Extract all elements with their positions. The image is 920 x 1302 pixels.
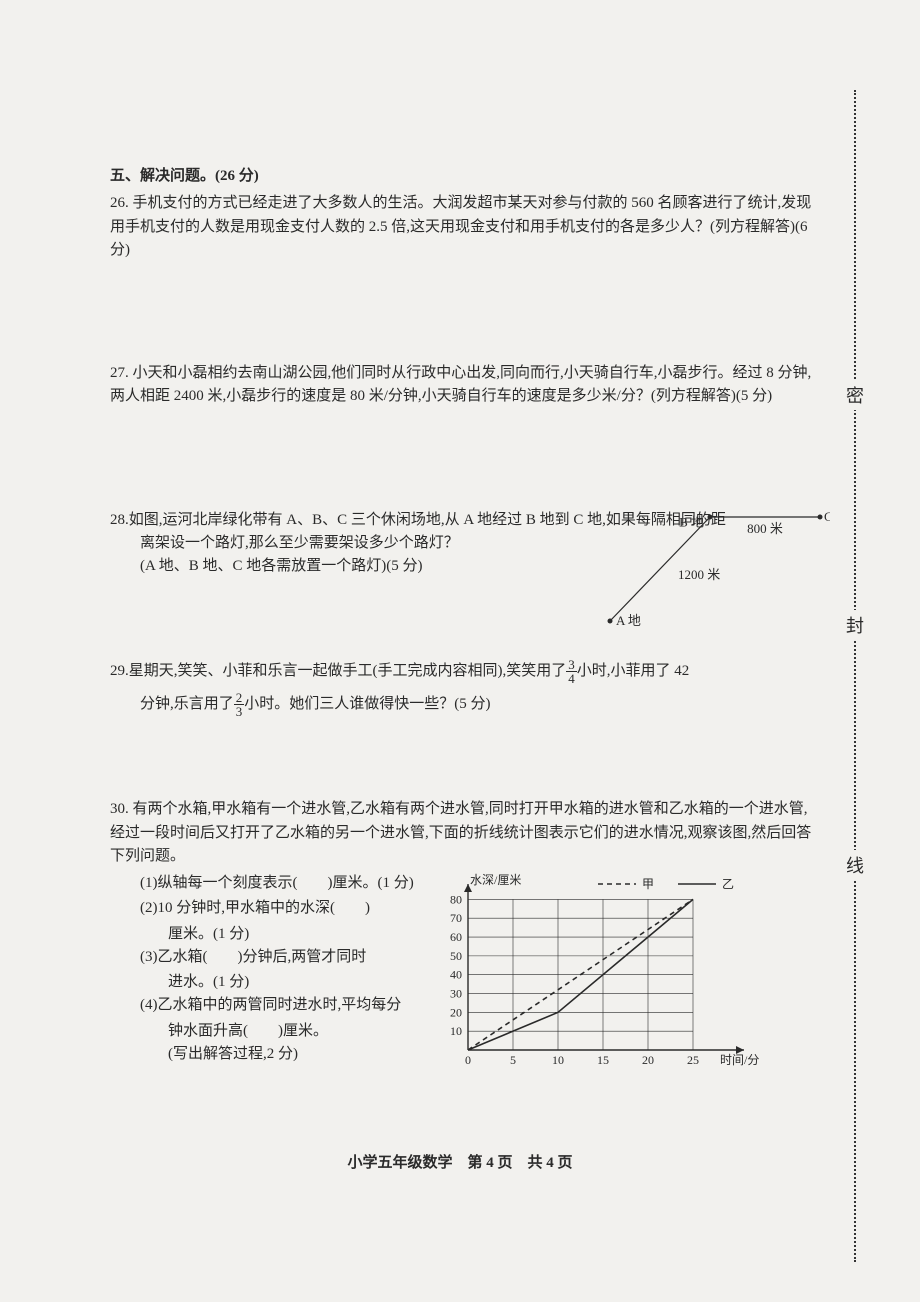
- page-footer: 小学五年级数学 第 4 页 共 4 页: [0, 1151, 920, 1172]
- problem-number: 26.: [110, 195, 129, 211]
- svg-text:0: 0: [465, 1053, 471, 1067]
- denominator: 4: [566, 672, 577, 685]
- denominator: 3: [234, 705, 245, 718]
- problem-number: 27.: [110, 365, 129, 381]
- rail-char: 封: [840, 610, 870, 640]
- problem-27: 27. 小天和小磊相约去南山湖公园,他们同时从行政中心出发,同向而行,小天骑自行…: [110, 362, 820, 409]
- numerator: 2: [234, 691, 245, 705]
- problem-30: 30. 有两个水箱,甲水箱有一个进水管,乙水箱有两个进水管,同时打开甲水箱的进水…: [110, 798, 820, 1072]
- answer-space: [110, 728, 820, 798]
- svg-text:甲: 甲: [642, 877, 654, 891]
- svg-text:80: 80: [450, 892, 462, 906]
- problem-intro: 有两个水箱,甲水箱有一个进水管,乙水箱有两个进水管,同时打开甲水箱的进水管和乙水…: [110, 801, 811, 864]
- sub-q3b: 进水。(1 分): [140, 971, 420, 994]
- sub-q3: (3)乙水箱( )分钟后,两管才同时: [140, 946, 420, 969]
- numerator: 3: [566, 658, 577, 672]
- problem-number: 30.: [110, 801, 129, 817]
- problem-28: 28.如图,运河北岸绿化带有 A、B、C 三个休闲场地,从 A 地经过 B 地到…: [110, 509, 820, 579]
- svg-text:时间/分: 时间/分: [720, 1053, 759, 1067]
- problem-26: 26. 手机支付的方式已经走进了大多数人的生活。大润发超市某天对参与付款的 56…: [110, 192, 820, 262]
- svg-text:15: 15: [597, 1053, 609, 1067]
- svg-text:A 地: A 地: [616, 613, 641, 628]
- rail-char: 线: [840, 850, 870, 880]
- problem-text: 手机支付的方式已经走进了大多数人的生活。大润发超市某天对参与付款的 560 名顾…: [110, 195, 811, 258]
- text: 星期天,笑笑、小菲和乐言一起做手工(手工完成内容相同),笑笑用了: [129, 663, 567, 679]
- chart-container: 0 5 10 15 20 25 10 20 30 40 50 60 70 80 水深/厘米时间/分 甲 乙: [430, 872, 820, 1072]
- line2: 分钟,乐言用了23小时。她们三人谁做得快一些？(5 分): [110, 691, 820, 718]
- binding-rail: 密 封 线: [840, 90, 870, 1262]
- svg-text:10: 10: [450, 1024, 462, 1038]
- sub-q4c: (写出解答过程,2 分): [140, 1043, 420, 1066]
- text: 离架设一个路灯,那么至少需要架设多少个路灯？: [140, 532, 510, 555]
- problem-text-block: 离架设一个路灯,那么至少需要架设多少个路灯？ (A 地、B 地、C 地各需放置一…: [110, 532, 510, 579]
- rail-char: 密: [840, 380, 870, 410]
- svg-text:10: 10: [552, 1053, 564, 1067]
- line-chart-svg: 0 5 10 15 20 25 10 20 30 40 50 60 70 80 水深/厘米时间/分 甲 乙: [430, 872, 790, 1072]
- text: 小时。她们三人谁做得快一些？(5 分): [244, 696, 490, 712]
- svg-text:水深/厘米: 水深/厘米: [470, 873, 521, 887]
- svg-text:70: 70: [450, 911, 462, 925]
- sub-q1: (1)纵轴每一个刻度表示( )厘米。(1 分): [140, 872, 420, 895]
- sub-q4b: 钟水面升高( )厘米。: [140, 1020, 420, 1043]
- sub-q2b: 厘米。(1 分): [140, 923, 420, 946]
- problem-number: 29.: [110, 663, 129, 679]
- answer-space: [110, 272, 820, 362]
- section-title: 五、解决问题。(26 分): [110, 165, 820, 188]
- answer-space: [110, 419, 820, 509]
- text: (A 地、B 地、C 地各需放置一个路灯)(5 分): [140, 555, 510, 578]
- svg-text:5: 5: [510, 1053, 516, 1067]
- diagram-svg: A 地 B 地 C 地 800 米 1200 米: [550, 509, 830, 629]
- route-diagram: A 地 B 地 C 地 800 米 1200 米: [550, 509, 830, 629]
- dotted-line: [854, 90, 856, 1262]
- sub-q4: (4)乙水箱中的两管同时进水时,平均每分: [140, 994, 420, 1017]
- svg-text:20: 20: [642, 1053, 654, 1067]
- svg-text:800 米: 800 米: [747, 521, 783, 536]
- subquestions: (1)纵轴每一个刻度表示( )厘米。(1 分) (2)10 分钟时,甲水箱中的水…: [110, 872, 420, 1066]
- problem-text: 小天和小磊相约去南山湖公园,他们同时从行政中心出发,同向而行,小天骑自行车,小磊…: [110, 365, 811, 404]
- svg-text:40: 40: [450, 968, 462, 982]
- svg-text:50: 50: [450, 949, 462, 963]
- svg-text:30: 30: [450, 987, 462, 1001]
- svg-text:25: 25: [687, 1053, 699, 1067]
- svg-text:1200 米: 1200 米: [678, 567, 720, 582]
- svg-text:乙: 乙: [722, 877, 734, 891]
- text: 分钟,乐言用了: [140, 696, 234, 712]
- text: 小时,小菲用了 42: [577, 663, 690, 679]
- fraction: 23: [234, 691, 245, 718]
- line1: 29.星期天,笑笑、小菲和乐言一起做手工(手工完成内容相同),笑笑用了34小时,…: [110, 658, 820, 685]
- svg-text:60: 60: [450, 930, 462, 944]
- page-content: 五、解决问题。(26 分) 26. 手机支付的方式已经走进了大多数人的生活。大润…: [110, 165, 820, 1082]
- problem-number: 28.: [110, 512, 129, 528]
- svg-text:C 地: C 地: [824, 509, 830, 524]
- fraction: 34: [566, 658, 577, 685]
- sub-q2: (2)10 分钟时,甲水箱中的水深( ): [140, 897, 420, 920]
- problem-29: 29.星期天,笑笑、小菲和乐言一起做手工(手工完成内容相同),笑笑用了34小时,…: [110, 658, 820, 718]
- svg-text:B 地: B 地: [679, 514, 704, 529]
- svg-text:20: 20: [450, 1005, 462, 1019]
